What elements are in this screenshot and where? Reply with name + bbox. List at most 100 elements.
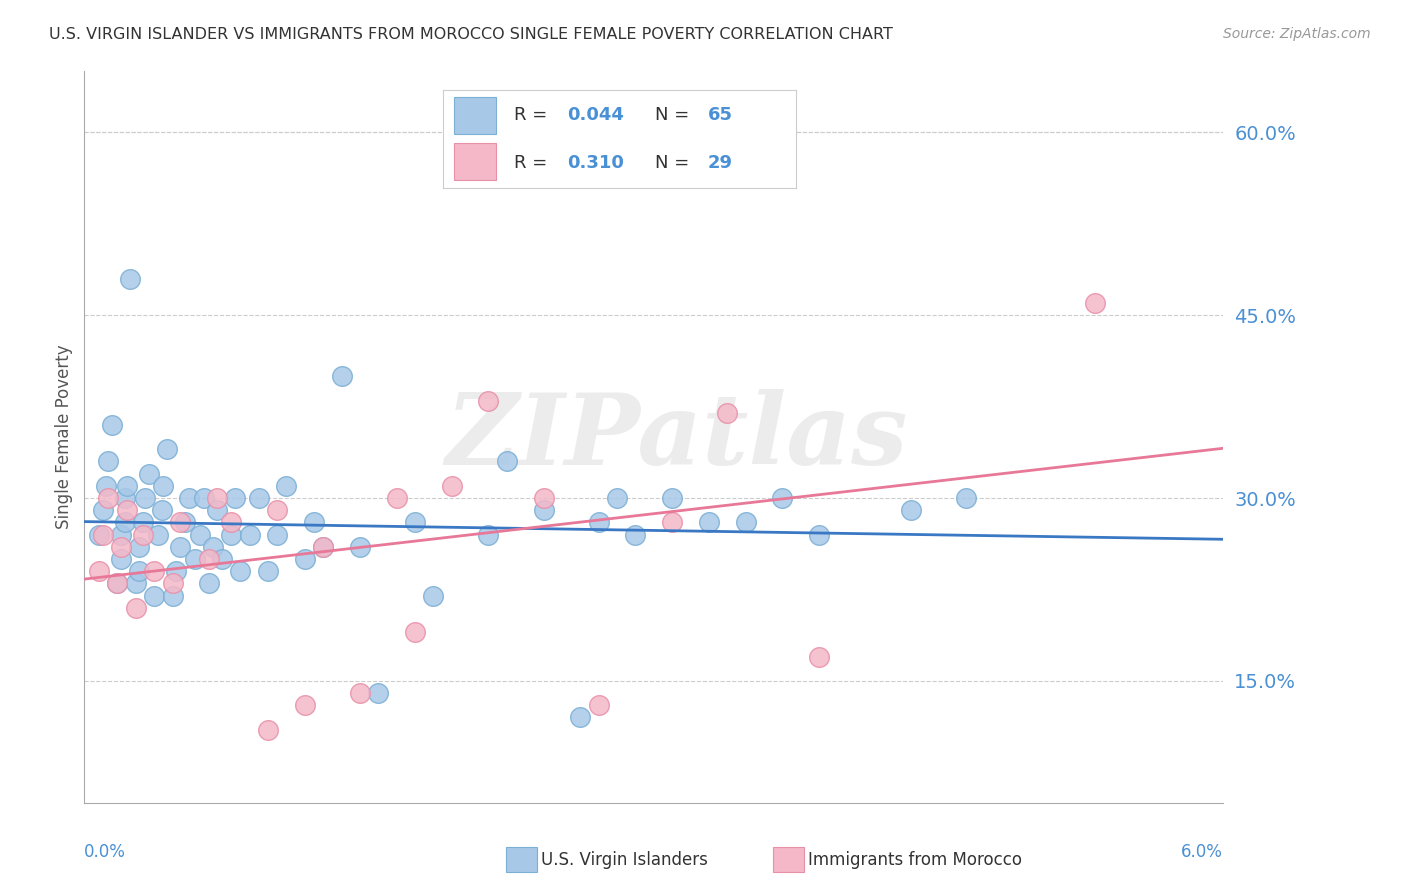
Point bbox=[224, 491, 246, 505]
Point bbox=[294, 552, 316, 566]
Point bbox=[367, 686, 389, 700]
Text: ZIPatlas: ZIPatlas bbox=[446, 389, 908, 485]
Point bbox=[330, 369, 353, 384]
Point bbox=[183, 552, 205, 566]
Point bbox=[201, 540, 224, 554]
Point bbox=[404, 516, 426, 530]
Point bbox=[143, 589, 166, 603]
Text: U.S. VIRGIN ISLANDER VS IMMIGRANTS FROM MOROCCO SINGLE FEMALE POVERTY CORRELATIO: U.S. VIRGIN ISLANDER VS IMMIGRANTS FROM … bbox=[49, 27, 893, 42]
Point bbox=[143, 564, 166, 578]
Point bbox=[132, 527, 155, 541]
Point bbox=[169, 540, 191, 554]
Point bbox=[120, 271, 142, 285]
Point bbox=[96, 479, 118, 493]
Point bbox=[169, 516, 191, 530]
Point bbox=[533, 491, 555, 505]
Point bbox=[114, 516, 136, 530]
Point bbox=[900, 503, 922, 517]
Point bbox=[134, 491, 156, 505]
Point bbox=[588, 516, 610, 530]
Point bbox=[110, 552, 132, 566]
Point bbox=[257, 723, 280, 737]
Point bbox=[146, 527, 169, 541]
Point bbox=[110, 540, 132, 554]
Point bbox=[440, 479, 463, 493]
Text: Immigrants from Morocco: Immigrants from Morocco bbox=[808, 851, 1022, 869]
Text: 6.0%: 6.0% bbox=[1181, 843, 1223, 861]
Point bbox=[125, 600, 148, 615]
Point bbox=[115, 479, 138, 493]
Point bbox=[477, 393, 499, 408]
Point bbox=[152, 479, 174, 493]
Point bbox=[422, 589, 444, 603]
Point bbox=[162, 576, 184, 591]
Point bbox=[266, 527, 288, 541]
Point bbox=[697, 516, 720, 530]
Point bbox=[87, 527, 110, 541]
Point bbox=[107, 576, 129, 591]
Point bbox=[385, 491, 408, 505]
Point bbox=[349, 686, 371, 700]
Point bbox=[266, 503, 288, 517]
Point bbox=[661, 516, 683, 530]
Point bbox=[229, 564, 252, 578]
Point bbox=[312, 540, 335, 554]
Point bbox=[349, 540, 371, 554]
Point bbox=[624, 527, 647, 541]
Point bbox=[808, 649, 831, 664]
Point bbox=[198, 576, 221, 591]
Text: Source: ZipAtlas.com: Source: ZipAtlas.com bbox=[1223, 27, 1371, 41]
Point bbox=[661, 491, 683, 505]
Point bbox=[495, 454, 517, 468]
Point bbox=[205, 503, 228, 517]
Point bbox=[404, 625, 426, 640]
Point bbox=[276, 479, 298, 493]
Point bbox=[125, 576, 148, 591]
Point bbox=[770, 491, 793, 505]
Point bbox=[606, 491, 628, 505]
Point bbox=[294, 698, 316, 713]
Point bbox=[114, 491, 136, 505]
Point bbox=[569, 710, 592, 724]
Point bbox=[101, 417, 124, 432]
Point bbox=[188, 527, 211, 541]
Point bbox=[477, 527, 499, 541]
Point bbox=[193, 491, 215, 505]
Point bbox=[132, 516, 155, 530]
Point bbox=[239, 527, 262, 541]
Point bbox=[138, 467, 160, 481]
Point bbox=[107, 576, 129, 591]
Point bbox=[257, 564, 280, 578]
Point bbox=[734, 516, 756, 530]
Point bbox=[97, 454, 120, 468]
Point bbox=[91, 503, 114, 517]
Point bbox=[211, 552, 233, 566]
Point bbox=[128, 564, 150, 578]
Point bbox=[150, 503, 173, 517]
Point bbox=[165, 564, 187, 578]
Point bbox=[533, 503, 555, 517]
Point bbox=[247, 491, 270, 505]
Text: U.S. Virgin Islanders: U.S. Virgin Islanders bbox=[541, 851, 709, 869]
Point bbox=[110, 527, 132, 541]
Point bbox=[588, 698, 610, 713]
Point bbox=[162, 589, 184, 603]
Point bbox=[177, 491, 200, 505]
Point bbox=[91, 527, 114, 541]
Point bbox=[221, 527, 243, 541]
Text: 0.0%: 0.0% bbox=[84, 843, 127, 861]
Y-axis label: Single Female Poverty: Single Female Poverty bbox=[55, 345, 73, 529]
Point bbox=[221, 516, 243, 530]
Point bbox=[128, 540, 150, 554]
Point bbox=[174, 516, 197, 530]
Point bbox=[955, 491, 977, 505]
Point bbox=[156, 442, 179, 457]
Point bbox=[1084, 296, 1107, 310]
Point bbox=[87, 564, 110, 578]
Point bbox=[205, 491, 228, 505]
Point bbox=[97, 491, 120, 505]
Point bbox=[302, 516, 325, 530]
Point bbox=[198, 552, 221, 566]
Point bbox=[312, 540, 335, 554]
Point bbox=[716, 406, 738, 420]
